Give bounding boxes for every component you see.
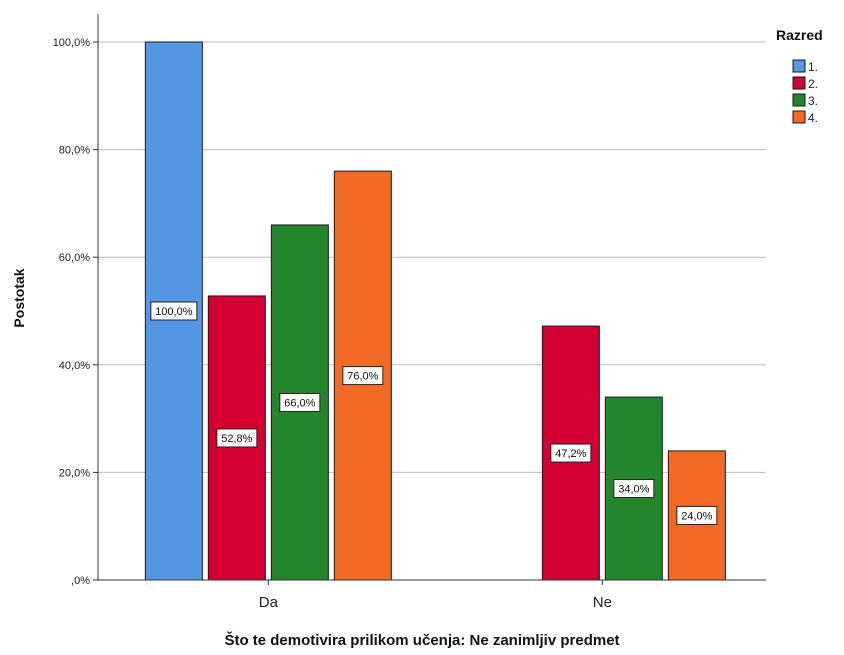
x-axis-title: Što te demotivira prilikom učenja: Ne za… <box>224 631 619 649</box>
data-label-box <box>279 392 321 412</box>
data-label: 100,0% <box>155 306 193 318</box>
y-tick-label: 20,0% <box>59 467 90 479</box>
data-label-box <box>216 428 258 448</box>
data-label-box <box>150 301 198 321</box>
data-label: 24,0% <box>681 510 712 522</box>
data-label: 34,0% <box>618 484 649 496</box>
x-tick-label: Da <box>259 594 279 611</box>
data-label-box <box>342 366 384 386</box>
data-labels: 100,0% 52,8% 66,0% 76,0% 47,2% 34,0% 24,0% <box>150 301 718 525</box>
bars <box>144 41 726 581</box>
legend-label: 3. <box>808 94 818 108</box>
data-label: 76,0% <box>347 371 378 383</box>
legend-title: Razred <box>776 27 823 43</box>
legend-swatch <box>792 93 806 107</box>
legend-swatch <box>792 110 806 124</box>
y-tick-label: 80,0% <box>59 145 90 157</box>
data-label: 47,2% <box>555 448 586 460</box>
data-label: 66,0% <box>284 397 315 409</box>
legend: Razred 1. 2. 3. 4. <box>776 27 823 125</box>
legend-label: 2. <box>808 77 818 91</box>
y-tick-label: ,0% <box>71 575 90 587</box>
legend-label: 4. <box>808 111 818 125</box>
data-label-box <box>676 505 718 525</box>
legend-label: 1. <box>808 60 818 74</box>
y-axis-title: Postotak <box>11 268 27 327</box>
legend-swatch <box>792 76 806 90</box>
legend-items: 1. 2. 3. 4. <box>792 59 818 125</box>
y-tick-label: 60,0% <box>59 252 90 264</box>
data-label-box <box>613 479 655 499</box>
data-label-box <box>550 443 592 463</box>
legend-swatch <box>792 59 806 73</box>
axes: ,0% 20,0% 40,0% 60,0% 80,0% 100,0% Da Ne <box>53 14 766 611</box>
y-tick-label: 40,0% <box>59 360 90 372</box>
x-tick-label: Ne <box>593 594 612 611</box>
data-label: 52,8% <box>221 433 252 445</box>
y-tick-label: 100,0% <box>53 37 91 49</box>
